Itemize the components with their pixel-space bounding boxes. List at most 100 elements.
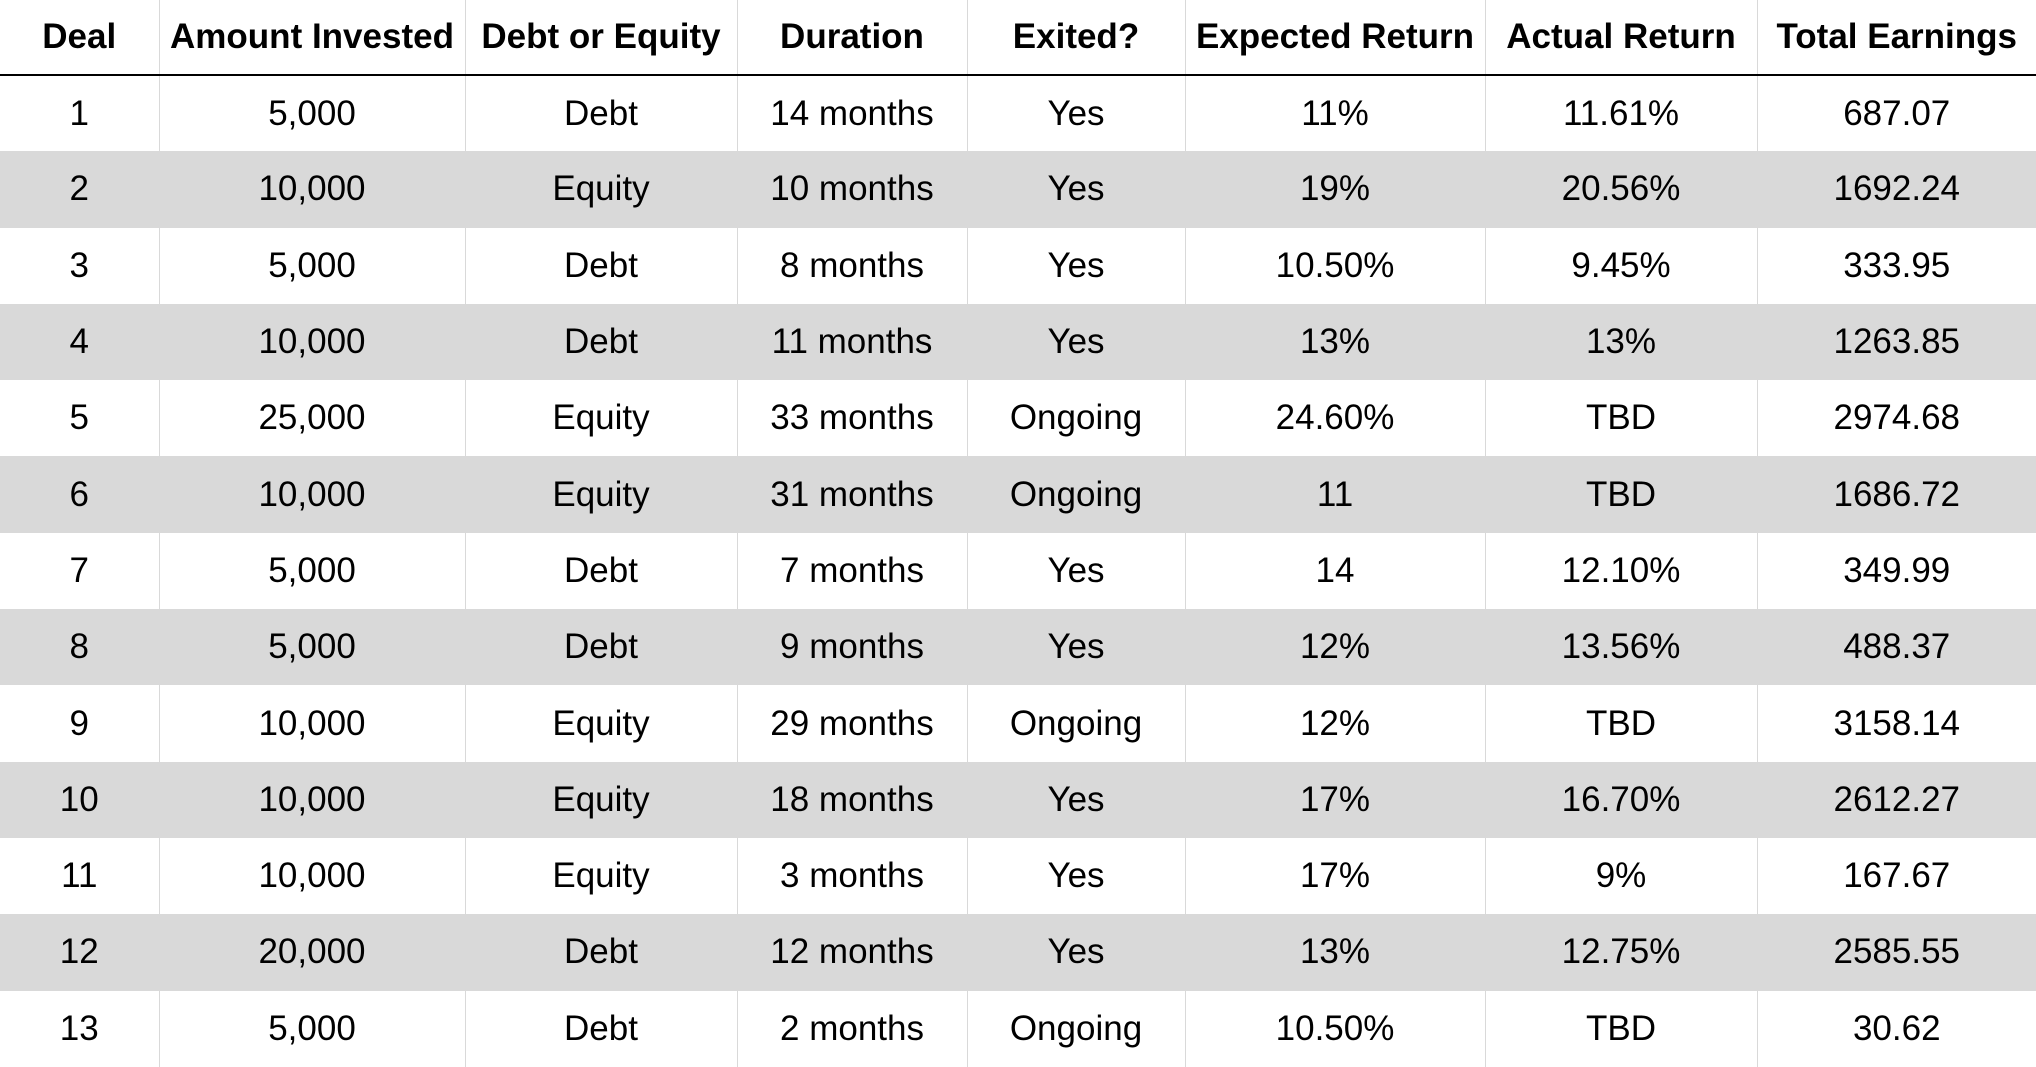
- cell-total-earnings[interactable]: 3158.14: [1833, 703, 1961, 743]
- cell-total-earnings[interactable]: 1692.24: [1757, 151, 2036, 228]
- cell-deal[interactable]: 3: [0, 227, 160, 304]
- cell-duration[interactable]: 29 months: [737, 685, 968, 762]
- cell-total-earnings[interactable]: 167.67: [1843, 856, 1951, 896]
- cell-debt-or-equity[interactable]: Debt: [465, 75, 738, 152]
- cell-actual-return[interactable]: 12.10%: [1485, 532, 1758, 610]
- cell-actual-return[interactable]: TBD: [1485, 380, 1758, 457]
- cell-debt-or-equity[interactable]: Equity: [465, 685, 738, 762]
- cell-expected-return[interactable]: 12%: [1185, 685, 1486, 762]
- cell-duration[interactable]: 14 months: [737, 75, 968, 152]
- cell-deal[interactable]: 1: [0, 75, 160, 152]
- column-header-duration[interactable]: Duration: [737, 0, 968, 76]
- cell-actual-return[interactable]: 9%: [1485, 837, 1758, 915]
- cell-total-earnings[interactable]: 30.62: [1852, 1008, 1941, 1048]
- cell-actual-return[interactable]: 9.45%: [1485, 227, 1758, 304]
- cell-total-earnings[interactable]: 2612.27: [1757, 761, 2036, 838]
- cell-exited[interactable]: Yes: [967, 609, 1186, 686]
- cell-duration[interactable]: 31 months: [737, 456, 968, 533]
- cell-actual-return[interactable]: 16.70%: [1485, 761, 1758, 838]
- cell-amount-invested[interactable]: 10,000: [159, 761, 466, 838]
- cell-duration[interactable]: 33 months: [737, 380, 968, 457]
- cell-amount-invested[interactable]: 10,000: [159, 303, 466, 381]
- cell-debt-or-equity[interactable]: Equity: [465, 151, 738, 228]
- cell-deal[interactable]: 6: [0, 456, 160, 533]
- cell-expected-return[interactable]: 11%: [1185, 75, 1486, 152]
- cell-exited[interactable]: Yes: [967, 914, 1186, 991]
- cell-exited[interactable]: Yes: [967, 75, 1186, 152]
- cell-amount-invested[interactable]: 5,000: [159, 75, 466, 152]
- column-header-exited[interactable]: Exited?: [967, 0, 1186, 76]
- cell-deal[interactable]: 9: [0, 685, 160, 762]
- cell-exited[interactable]: Ongoing: [967, 380, 1186, 457]
- cell-actual-return[interactable]: 12.75%: [1485, 914, 1758, 991]
- cell-amount-invested[interactable]: 5,000: [159, 609, 466, 686]
- cell-debt-or-equity[interactable]: Debt: [465, 303, 738, 381]
- cell-deal[interactable]: 4: [0, 303, 160, 381]
- cell-exited[interactable]: Ongoing: [967, 990, 1186, 1067]
- cell-actual-return[interactable]: 13%: [1485, 303, 1758, 381]
- cell-total-earnings[interactable]: 349.99: [1843, 550, 1951, 590]
- cell-amount-invested[interactable]: 10,000: [159, 456, 466, 533]
- cell-duration[interactable]: 7 months: [737, 532, 968, 610]
- cell-deal[interactable]: 8: [0, 609, 160, 686]
- cell-amount-invested[interactable]: 25,000: [159, 380, 466, 457]
- cell-amount-invested[interactable]: 10,000: [159, 685, 466, 762]
- cell-debt-or-equity[interactable]: Equity: [465, 380, 738, 457]
- cell-expected-return[interactable]: 11: [1185, 456, 1486, 533]
- column-header-total-earnings[interactable]: Total Earnings: [1757, 0, 2036, 76]
- cell-duration[interactable]: 9 months: [737, 609, 968, 686]
- cell-duration[interactable]: 8 months: [737, 227, 968, 304]
- cell-amount-invested[interactable]: 20,000: [159, 914, 466, 991]
- cell-exited[interactable]: Yes: [967, 532, 1186, 610]
- cell-amount-invested[interactable]: 10,000: [159, 151, 466, 228]
- cell-amount-invested[interactable]: 5,000: [159, 990, 466, 1067]
- cell-duration[interactable]: 10 months: [737, 151, 968, 228]
- cell-debt-or-equity[interactable]: Debt: [465, 532, 738, 610]
- cell-expected-return[interactable]: 17%: [1185, 837, 1486, 915]
- cell-debt-or-equity[interactable]: Equity: [465, 456, 738, 533]
- cell-expected-return[interactable]: 24.60%: [1185, 380, 1486, 457]
- cell-total-earnings[interactable]: 687.07: [1843, 93, 1951, 133]
- cell-deal[interactable]: 7: [0, 532, 160, 610]
- cell-debt-or-equity[interactable]: Debt: [465, 914, 738, 991]
- cell-total-earnings[interactable]: 2585.55: [1757, 914, 2036, 991]
- cell-exited[interactable]: Yes: [967, 837, 1186, 915]
- cell-duration[interactable]: 2 months: [737, 990, 968, 1067]
- cell-expected-return[interactable]: 14: [1185, 532, 1486, 610]
- cell-deal[interactable]: 5: [0, 380, 160, 457]
- cell-actual-return[interactable]: 20.56%: [1485, 151, 1758, 228]
- cell-actual-return[interactable]: TBD: [1485, 685, 1758, 762]
- cell-exited[interactable]: Yes: [967, 303, 1186, 381]
- cell-expected-return[interactable]: 13%: [1185, 914, 1486, 991]
- cell-amount-invested[interactable]: 5,000: [159, 227, 466, 304]
- cell-exited[interactable]: Yes: [967, 761, 1186, 838]
- cell-deal[interactable]: 11: [0, 837, 160, 915]
- cell-duration[interactable]: 11 months: [737, 303, 968, 381]
- cell-exited[interactable]: Yes: [967, 227, 1186, 304]
- cell-deal[interactable]: 12: [0, 914, 160, 991]
- cell-debt-or-equity[interactable]: Equity: [465, 837, 738, 915]
- cell-total-earnings[interactable]: 1263.85: [1757, 303, 2036, 381]
- cell-debt-or-equity[interactable]: Debt: [465, 609, 738, 686]
- cell-expected-return[interactable]: 10.50%: [1185, 990, 1486, 1067]
- cell-total-earnings[interactable]: 333.95: [1843, 245, 1951, 285]
- cell-debt-or-equity[interactable]: Debt: [465, 990, 738, 1067]
- cell-expected-return[interactable]: 13%: [1185, 303, 1486, 381]
- cell-debt-or-equity[interactable]: Debt: [465, 227, 738, 304]
- cell-duration[interactable]: 18 months: [737, 761, 968, 838]
- cell-deal[interactable]: 13: [0, 990, 160, 1067]
- cell-duration[interactable]: 12 months: [737, 914, 968, 991]
- column-header-deal[interactable]: Deal: [0, 0, 160, 76]
- cell-duration[interactable]: 3 months: [737, 837, 968, 915]
- cell-exited[interactable]: Ongoing: [967, 456, 1186, 533]
- cell-expected-return[interactable]: 12%: [1185, 609, 1486, 686]
- cell-total-earnings[interactable]: 1686.72: [1757, 456, 2036, 533]
- cell-amount-invested[interactable]: 5,000: [159, 532, 466, 610]
- cell-debt-or-equity[interactable]: Equity: [465, 761, 738, 838]
- cell-total-earnings[interactable]: 488.37: [1757, 609, 2036, 686]
- column-header-expected-return[interactable]: Expected Return: [1185, 0, 1486, 76]
- cell-expected-return[interactable]: 10.50%: [1185, 227, 1486, 304]
- cell-exited[interactable]: Yes: [967, 151, 1186, 228]
- column-header-debt-or-equity[interactable]: Debt or Equity: [465, 0, 738, 76]
- cell-deal[interactable]: 2: [0, 151, 160, 228]
